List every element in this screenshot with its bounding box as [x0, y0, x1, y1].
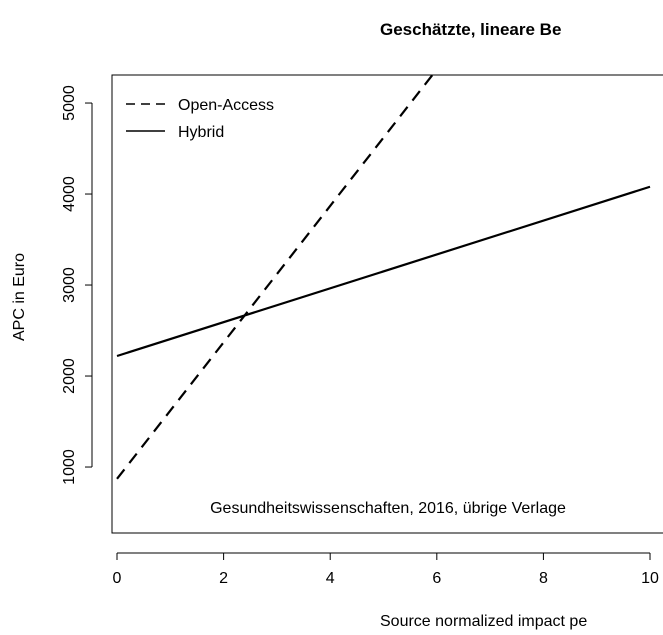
y-tick-label: 2000 — [61, 358, 78, 394]
annotation: Gesundheitswissenschaften, 2016, übrige … — [210, 500, 566, 517]
plot-box — [111, 74, 663, 534]
y-tick-label: 4000 — [61, 176, 78, 212]
series-line — [116, 75, 434, 480]
legend-label: Open-Access — [178, 97, 274, 114]
y-axis-label: APC in Euro — [11, 253, 28, 341]
x-tick-label: 4 — [326, 570, 335, 587]
x-tick-label: 2 — [219, 570, 228, 587]
legend-label: Hybrid — [178, 124, 224, 141]
chart-title: Geschätzte, lineare Be — [380, 20, 561, 39]
plot-area — [116, 75, 651, 480]
x-axis-label: Source normalized impact pe — [380, 613, 587, 630]
series-line — [116, 185, 651, 358]
x-tick-label: 10 — [641, 570, 659, 587]
y-tick-label: 5000 — [61, 85, 78, 121]
x-tick-label: 6 — [432, 570, 441, 587]
x-tick-label: 0 — [113, 570, 122, 587]
y-tick-label: 3000 — [61, 267, 78, 303]
y-tick-label: 1000 — [61, 449, 78, 485]
x-tick-label: 8 — [539, 570, 548, 587]
